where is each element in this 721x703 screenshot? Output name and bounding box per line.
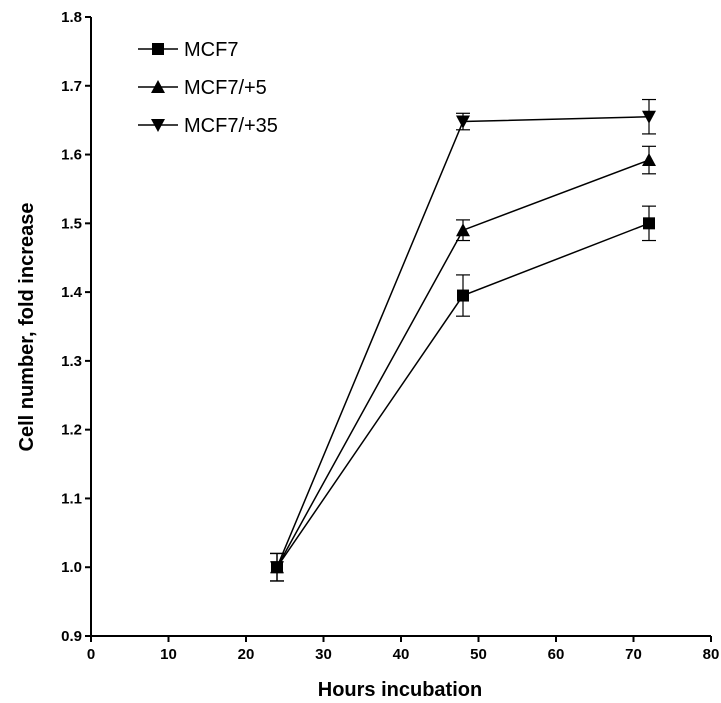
legend-item: MCF7	[138, 39, 238, 61]
legend: MCF7 MCF7/+5 MCF7/+35	[138, 39, 278, 137]
y-tick-label: 1.3	[61, 353, 82, 370]
y-tick-label: 1.6	[61, 147, 82, 164]
y-tick-label: 1.1	[61, 490, 82, 507]
y-tick-label: 1.8	[61, 9, 82, 26]
data-point	[456, 223, 470, 237]
x-tick-label: 70	[625, 646, 642, 663]
data-point	[642, 110, 656, 124]
legend-label: MCF7/+5	[184, 77, 267, 99]
y-axis-label: Cell number, fold increase	[16, 203, 38, 452]
y-tick-label: 1.2	[61, 422, 82, 439]
y-tick-label: 1.5	[61, 215, 82, 232]
series-1	[270, 205, 656, 582]
series-layer	[270, 98, 656, 582]
x-tick-label: 80	[703, 646, 720, 663]
x-tick-label: 20	[238, 646, 255, 663]
data-point	[456, 115, 470, 129]
legend-marker	[151, 119, 165, 132]
x-tick-label: 40	[393, 646, 410, 663]
x-tick-label: 10	[160, 646, 177, 663]
data-point	[457, 289, 469, 302]
x-tick-label: 0	[87, 646, 95, 663]
series-line	[276, 115, 650, 568]
x-tick-label: 30	[315, 646, 332, 663]
data-point	[643, 217, 655, 230]
y-tick-label: 1.0	[61, 559, 82, 576]
x-tick-label: 50	[470, 646, 487, 663]
legend-label: MCF7/+35	[184, 115, 278, 137]
y-tick-label: 1.7	[61, 78, 82, 95]
legend-marker	[152, 43, 164, 55]
series-2	[270, 145, 656, 582]
x-axis-label: Hours incubation	[318, 679, 482, 701]
y-tick-label: 0.9	[61, 628, 82, 645]
x-tick-label: 60	[548, 646, 565, 663]
legend-marker	[151, 80, 165, 93]
series-3	[270, 98, 656, 582]
data-point	[270, 561, 284, 575]
legend-item: MCF7/+5	[138, 77, 267, 99]
data-point	[642, 153, 656, 167]
legend-item: MCF7/+35	[138, 115, 278, 137]
legend-label: MCF7	[184, 39, 238, 61]
y-tick-label: 1.4	[61, 284, 83, 301]
axes: 0.9 1.0 1.1 1.2 1.3 1.4 1.5 1.6 1.7 1.8 0 10 20 30 40 5…	[61, 9, 719, 663]
